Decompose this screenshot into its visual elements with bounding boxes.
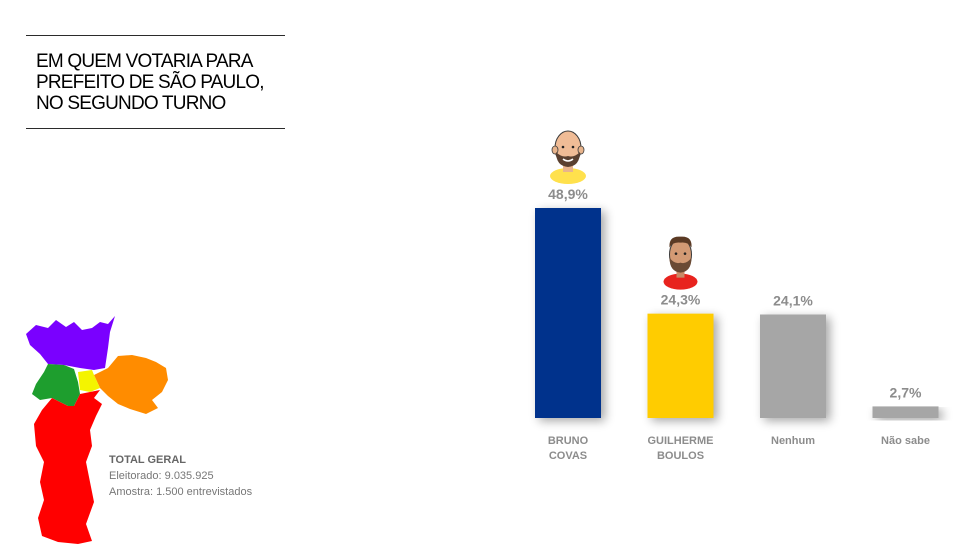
title-line-1: EM QUEM VOTARIA PARA [36,51,253,72]
electorate-text: Eleitorado: 9.035.925 [109,470,214,482]
bar-0 [535,208,601,418]
map-region-leste [94,355,168,414]
caricature-guilherme-boulos-icon [663,236,698,290]
category-label-3: Não sabe [881,435,930,447]
title-bottom-rule [26,128,285,129]
map-region-sul [34,390,102,544]
bar-1 [647,313,714,418]
category-label-2: Nenhum [771,435,815,447]
data-label-3: 2,7% [890,384,922,400]
map-region-centro [78,370,100,392]
bar-2 [760,314,826,418]
data-label-0: 48,9% [548,186,588,202]
map-region-oeste [32,364,80,406]
sample-size-text: Amostra: 1.500 entrevistados [109,486,253,498]
bar-3 [872,406,939,418]
title-top-rule [26,35,285,36]
title-line-2: PREFEITO DE SÃO PAULO, [36,72,265,93]
caricature-bruno-covas-icon [550,130,586,184]
data-label-1: 24,3% [661,292,701,308]
page-title: EM QUEM VOTARIA PARA PREFEITO DE SÃO PAU… [36,51,286,114]
sample-heading: TOTAL GERAL [109,454,186,466]
title-line-3: NO SEGUNDO TURNO [36,93,226,114]
bars-layer: 48,9% BRUNO COVAS 24,3% GUILHERME BOULOS 24,1%… [535,186,939,462]
map-region-norte [26,316,115,370]
sao-paulo-region-map [26,316,168,544]
icons-layer [550,130,698,290]
sample-info: TOTAL GERAL Eleitorado: 9.035.925 Amostr… [109,452,252,500]
category-label-0: BRUNO COVAS [548,435,589,462]
data-label-2: 24,1% [773,293,813,309]
category-label-1: GUILHERME BOULOS [648,435,714,462]
